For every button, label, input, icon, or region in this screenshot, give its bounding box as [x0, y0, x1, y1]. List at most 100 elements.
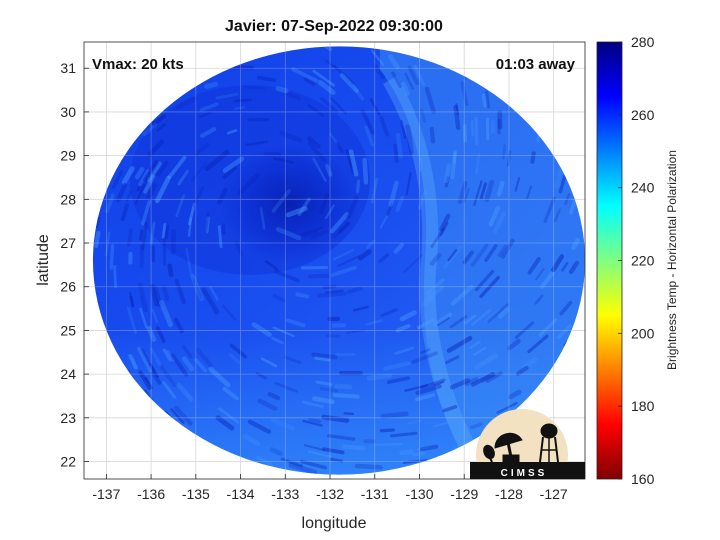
texture-streak — [271, 189, 291, 213]
texture-streak — [471, 372, 495, 387]
texture-streak — [242, 434, 261, 447]
texture-streak — [174, 278, 186, 305]
texture-streak — [201, 287, 220, 315]
colorbar-label: Brightness Temp - Horizontal Polarizatio… — [665, 150, 679, 370]
texture-streak — [120, 203, 129, 222]
texture-streak — [181, 356, 195, 372]
texture-streak — [136, 179, 145, 192]
texture-streak — [167, 155, 187, 179]
texture-streak — [540, 270, 556, 289]
texture-streak — [208, 366, 231, 388]
texture-streak — [155, 326, 166, 343]
texture-streak — [275, 86, 289, 94]
texture-streak — [429, 126, 436, 144]
texture-streak — [170, 228, 177, 255]
texture-streak — [159, 300, 173, 328]
x-tick-label: -136 — [137, 486, 165, 502]
texture-streak — [128, 353, 138, 370]
texture-streak — [275, 227, 302, 241]
texture-streak — [496, 180, 505, 197]
texture-streak — [487, 303, 509, 323]
texture-streak — [105, 231, 111, 257]
texture-streak — [378, 253, 390, 264]
texture-streak — [329, 212, 349, 234]
texture-streak — [470, 422, 483, 430]
texture-streak — [424, 285, 445, 302]
texture-streak — [185, 247, 192, 275]
texture-streak — [457, 181, 468, 205]
texture-streak — [395, 195, 405, 213]
texture-streak — [393, 143, 399, 163]
texture-streak — [388, 180, 399, 207]
texture-streak — [464, 377, 479, 387]
texture-streak — [175, 194, 185, 218]
texture-streak — [416, 318, 435, 330]
colorbar-tick-label: 280 — [631, 34, 655, 50]
texture-streak — [399, 310, 417, 322]
texture-streak — [497, 307, 510, 319]
texture-streak — [393, 242, 405, 254]
texture-streak — [335, 141, 344, 153]
swath — [92, 46, 585, 475]
texture-streak — [365, 319, 383, 326]
texture-streak — [460, 81, 469, 107]
texture-streak — [362, 157, 369, 185]
texture-streak — [333, 222, 351, 239]
texture-streak — [165, 224, 170, 240]
texture-streak — [301, 400, 324, 409]
texture-streak — [329, 457, 344, 463]
colorbar-tick-label: 260 — [631, 107, 655, 123]
colorbar-tick-label: 220 — [631, 253, 655, 269]
texture-streak — [308, 417, 322, 424]
texture-streak — [463, 314, 476, 325]
grid-overlay — [84, 42, 585, 479]
texture-streak — [300, 226, 324, 236]
texture-streak — [484, 244, 498, 262]
texture-streak — [526, 185, 532, 200]
texture-streak — [383, 361, 411, 371]
texture-streak — [481, 93, 488, 108]
texture-streak — [530, 151, 536, 164]
texture-streak — [571, 237, 580, 250]
texture-streak — [303, 77, 316, 86]
texture-streak — [187, 202, 196, 226]
texture-streak — [343, 412, 355, 416]
texture-streak — [411, 451, 426, 457]
texture-streak — [444, 163, 451, 184]
texture-streak — [403, 254, 423, 274]
x-tick-label: -135 — [182, 486, 210, 502]
texture-streak — [257, 398, 278, 411]
texture-streak — [507, 338, 521, 351]
y-tick-label: 24 — [60, 366, 76, 382]
texture-streak — [535, 267, 545, 281]
texture-streak — [195, 348, 213, 368]
texture-streak — [404, 384, 429, 393]
texture-streak — [494, 403, 514, 415]
texture-streak — [140, 348, 155, 373]
colorbar-tick-label: 240 — [631, 180, 655, 196]
water-tower-icon — [539, 423, 559, 463]
storm-dark-region — [130, 85, 370, 275]
texture-streak — [215, 92, 239, 100]
texture-streak — [247, 419, 272, 434]
texture-streak — [148, 363, 160, 379]
texture-streak — [341, 444, 366, 451]
y-tick-label: 30 — [60, 104, 76, 120]
texture-streak — [433, 381, 444, 387]
y-tick-label: 31 — [60, 60, 76, 76]
texture-streak — [399, 449, 414, 456]
texture-streak — [391, 71, 403, 89]
texture-streak — [193, 143, 210, 157]
texture-streak — [204, 149, 230, 172]
texture-streak — [297, 197, 311, 217]
texture-streak — [338, 221, 350, 233]
texture-streak — [420, 348, 431, 354]
texture-streak — [470, 120, 474, 137]
satellite-dish-icon — [483, 432, 523, 463]
texture-streak — [485, 371, 503, 383]
texture-streak — [369, 98, 381, 116]
texture-streak — [175, 96, 198, 110]
texture-streak — [170, 353, 189, 377]
texture-streak — [134, 183, 146, 205]
texture-streak — [561, 261, 569, 272]
